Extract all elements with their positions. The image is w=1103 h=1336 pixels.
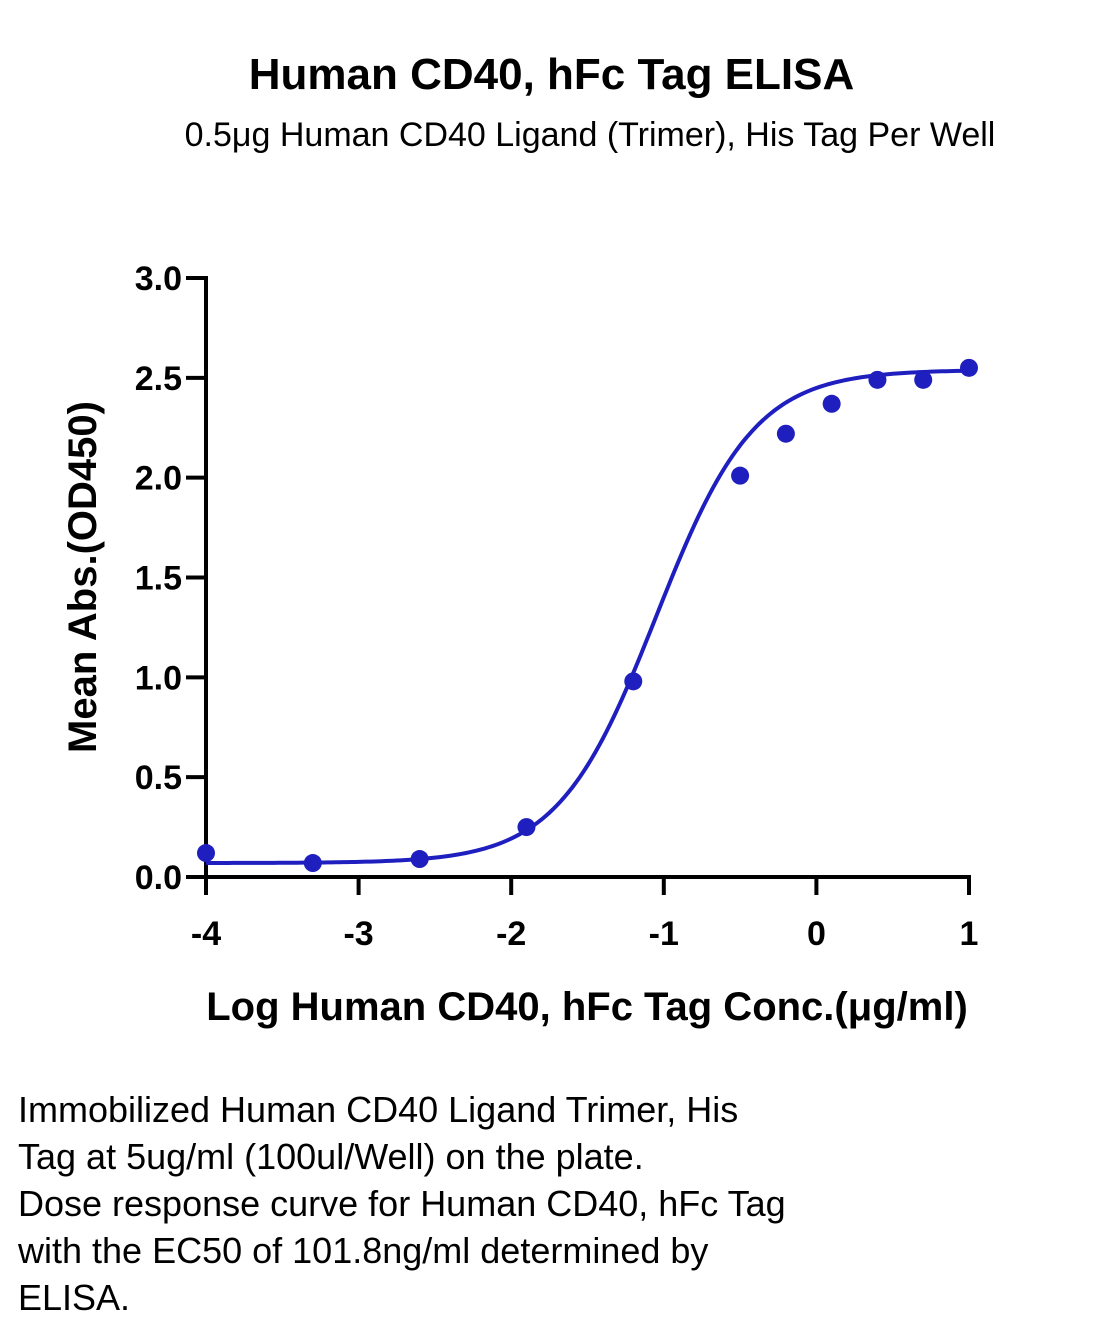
y-tick-label: 3.0 [135, 260, 182, 298]
data-point [914, 370, 933, 389]
y-tick-label: 1.0 [135, 659, 182, 697]
y-axis: 0.0 0.5 1.0 1.5 2.0 2.5 3.0 [135, 260, 208, 897]
elisa-chart: 0.0 0.5 1.0 1.5 2.0 2.5 3.0 -4 -3 -2 -1 0 1 Mean Ab… [61, 260, 979, 1029]
data-point [822, 394, 841, 413]
x-axis-title: Log Human CD40, hFc Tag Conc.(μg/ml) [206, 985, 968, 1029]
data-points [197, 358, 978, 873]
figure-caption: Immobilized Human CD40 Ligand Trimer, Hi… [18, 1086, 1078, 1321]
data-point [517, 818, 536, 837]
x-tick-label: -3 [343, 915, 373, 953]
y-tick-label: 2.5 [135, 360, 182, 398]
x-tick-label: 1 [960, 915, 979, 953]
x-tick-label: -2 [496, 915, 526, 953]
chart-subtitle: 0.5μg Human CD40 Ligand (Trimer), His Ta… [184, 116, 996, 154]
data-point [731, 466, 750, 485]
data-point [303, 854, 322, 873]
y-tick-label: 1.5 [135, 560, 182, 598]
fit-curve [206, 368, 970, 865]
data-point [197, 844, 215, 863]
data-point [410, 850, 429, 869]
x-tick-label: -1 [649, 915, 679, 953]
caption-line: Dose response curve for Human CD40, hFc … [18, 1183, 786, 1224]
data-point [868, 370, 887, 389]
y-tick-label: 2.0 [135, 460, 182, 498]
caption-line: Tag at 5ug/ml (100ul/Well) on the plate. [18, 1136, 644, 1177]
x-tick-label: 0 [807, 915, 826, 953]
caption-line: ELISA. [18, 1277, 131, 1318]
x-tick-label: -4 [191, 915, 221, 953]
caption-line: with the EC50 of 101.8ng/ml determined b… [18, 1230, 709, 1271]
data-point [960, 358, 978, 377]
y-axis-title: Mean Abs.(OD450) [61, 401, 105, 753]
y-tick-label: 0.0 [135, 859, 182, 897]
caption-line: Immobilized Human CD40 Ligand Trimer, Hi… [18, 1089, 739, 1130]
data-point [776, 424, 795, 443]
data-point [624, 672, 643, 691]
x-axis: -4 -3 -2 -1 0 1 [191, 875, 979, 953]
y-tick-label: 0.5 [135, 759, 182, 797]
chart-title: Human CD40, hFc Tag ELISA [248, 50, 855, 99]
